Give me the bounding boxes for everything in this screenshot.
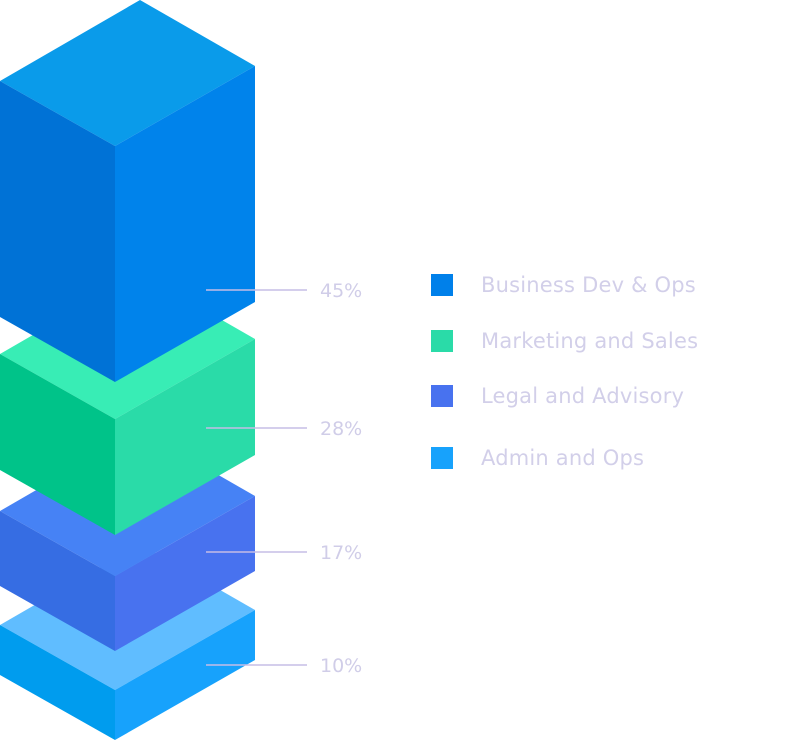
block-right-face bbox=[115, 66, 255, 382]
legend-swatch bbox=[431, 274, 453, 296]
value-label: 45% bbox=[320, 280, 362, 302]
block-top-face bbox=[0, 0, 255, 146]
value-label: 10% bbox=[320, 655, 362, 677]
legend-label: Admin and Ops bbox=[481, 446, 645, 470]
legend-label: Business Dev & Ops bbox=[481, 273, 696, 297]
block-left-face bbox=[0, 81, 115, 382]
block-right-face bbox=[115, 610, 255, 740]
legend-item-marketing: Marketing and Sales bbox=[431, 329, 698, 353]
block-right-face bbox=[115, 496, 255, 651]
legend-label: Marketing and Sales bbox=[481, 329, 699, 353]
block-left-face bbox=[0, 625, 115, 740]
legend-swatch bbox=[431, 330, 453, 352]
value-label: 17% bbox=[320, 542, 362, 564]
legend-item-business-dev: Business Dev & Ops bbox=[431, 273, 696, 297]
legend-swatch bbox=[431, 385, 453, 407]
block-0: 45% bbox=[0, 0, 362, 382]
legend-item-admin: Admin and Ops bbox=[431, 446, 644, 470]
legend-swatch bbox=[431, 447, 453, 469]
block-left-face bbox=[0, 511, 115, 651]
legend-item-legal: Legal and Advisory bbox=[431, 384, 684, 408]
block-left-face bbox=[0, 354, 115, 535]
legend-label: Legal and Advisory bbox=[481, 384, 685, 408]
block-right-face bbox=[115, 339, 255, 535]
value-label: 28% bbox=[320, 418, 362, 440]
